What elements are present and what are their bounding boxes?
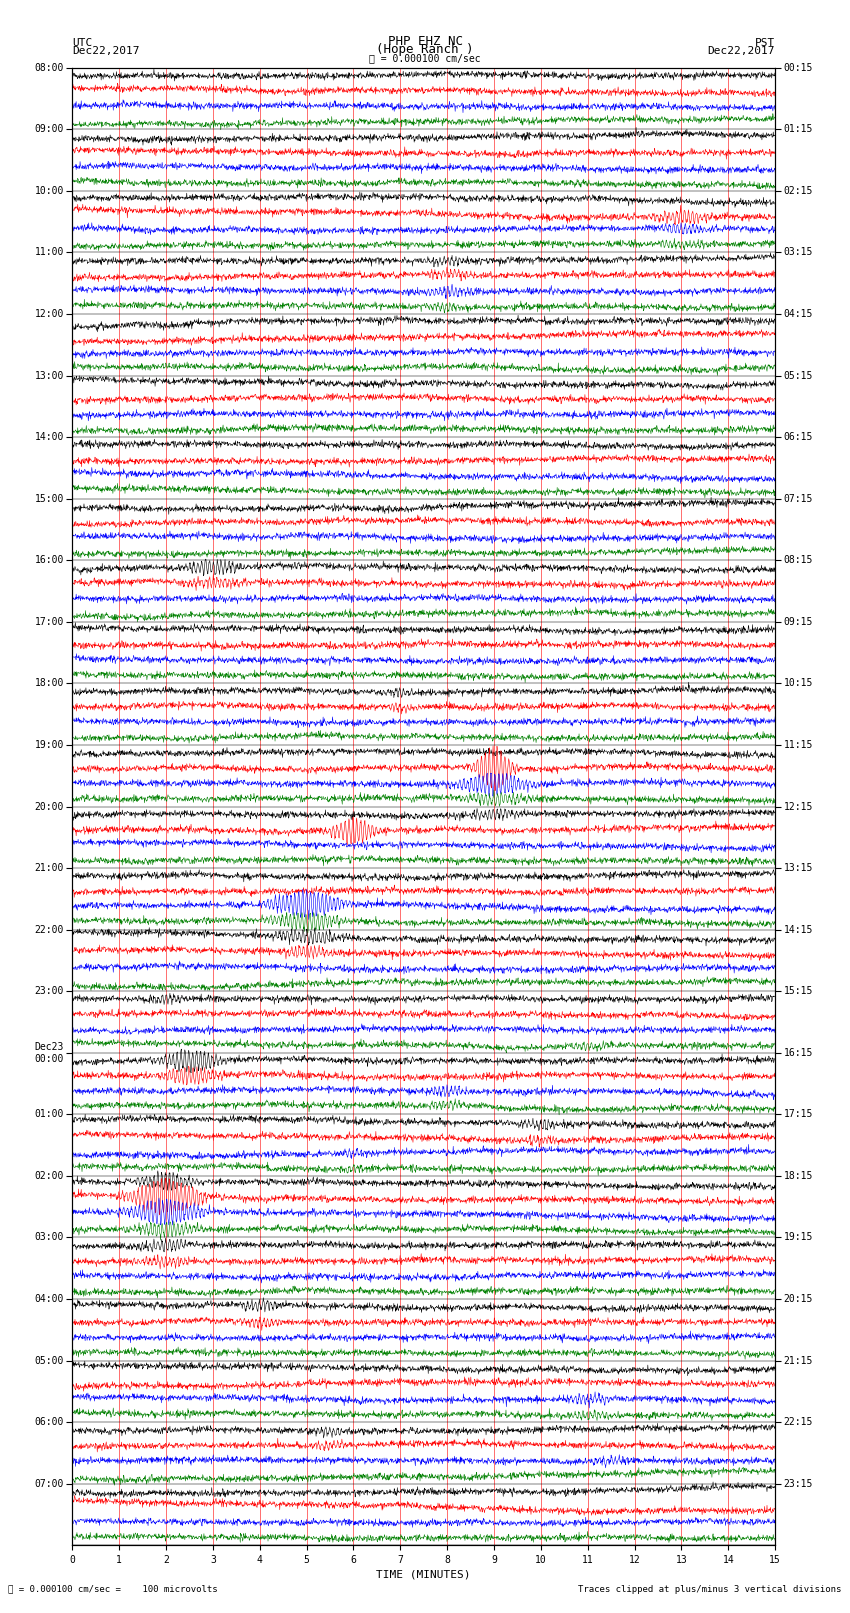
X-axis label: TIME (MINUTES): TIME (MINUTES) [377,1569,471,1579]
Text: PST: PST [755,37,775,47]
Text: Dec22,2017: Dec22,2017 [708,45,775,56]
Text: PHP EHZ NC: PHP EHZ NC [388,34,462,47]
Text: Traces clipped at plus/minus 3 vertical divisions: Traces clipped at plus/minus 3 vertical … [578,1584,842,1594]
Text: ⎳ = 0.000100 cm/sec =    100 microvolts: ⎳ = 0.000100 cm/sec = 100 microvolts [8,1584,218,1594]
Text: ⎳ = 0.000100 cm/sec: ⎳ = 0.000100 cm/sec [369,53,481,63]
Text: UTC: UTC [72,37,93,47]
Text: Dec22,2017: Dec22,2017 [72,45,139,56]
Text: (Hope Ranch ): (Hope Ranch ) [377,42,473,56]
